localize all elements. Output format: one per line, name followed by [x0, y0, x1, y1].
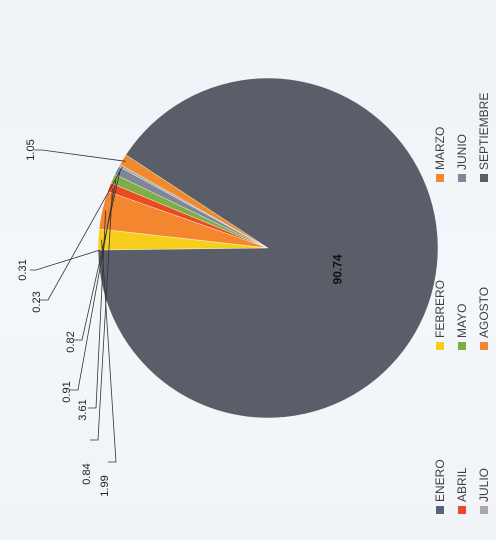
legend-label-septiembre: SEPTIEMBRE — [477, 93, 491, 170]
legend-label-julio: JULIO — [477, 468, 491, 502]
pie-slices — [97, 77, 439, 419]
data-label-julio: 0.23 — [31, 291, 43, 312]
data-label-junio: 0.82 — [65, 331, 77, 352]
legend-swatch-agosto — [480, 342, 488, 350]
legend-swatch-junio — [458, 174, 466, 182]
legend-label-enero: ENERO — [433, 459, 447, 502]
leader-lines — [30, 149, 126, 463]
data-label-febrero: 1.99 — [99, 475, 111, 496]
legend-swatch-abril — [458, 506, 466, 514]
leader-line-julio — [40, 166, 123, 301]
legend-label-marzo: MARZO — [433, 127, 447, 170]
legend-swatch-julio — [480, 506, 488, 514]
legend-swatch-mayo — [458, 342, 466, 350]
legend-swatch-enero — [436, 506, 444, 514]
leader-line-agosto — [34, 149, 126, 162]
leader-line-abril — [90, 188, 113, 441]
legend-label-agosto: AGOSTO — [477, 287, 491, 338]
data-label-extra: 0.31 — [17, 259, 29, 280]
legend-swatch-febrero — [436, 342, 444, 350]
leader-line-extra — [30, 249, 101, 271]
legend-label-abril: ABRIL — [455, 467, 469, 502]
leader-line-marzo — [88, 210, 106, 409]
legend-swatch-septiembre — [480, 174, 488, 182]
data-label-marzo: 3.61 — [77, 399, 89, 420]
legend-label-mayo: MAYO — [455, 304, 469, 338]
legend-swatch-marzo — [436, 174, 444, 182]
legend-label-febrero: FEBRERO — [433, 280, 447, 338]
pie-slice-septiembre — [97, 77, 439, 419]
data-label-mayo: 0.91 — [61, 381, 73, 402]
data-labels: 90.74 1.99 3.61 0.84 0.91 0.82 0.23 1.05 0.31 — [17, 139, 344, 496]
data-label-septiembre: 90.74 — [330, 254, 344, 284]
leader-line-junio — [74, 171, 121, 341]
legend: ENERO FEBRERO MARZO ABRIL MAYO JUNIO JULIO AGOS… — [433, 93, 491, 514]
data-label-abril: 0.84 — [81, 463, 93, 484]
legend-label-junio: JUNIO — [455, 134, 469, 170]
leader-line-febrero — [101, 239, 117, 463]
data-label-agosto: 1.05 — [25, 139, 37, 160]
leader-line-mayo — [70, 179, 117, 391]
